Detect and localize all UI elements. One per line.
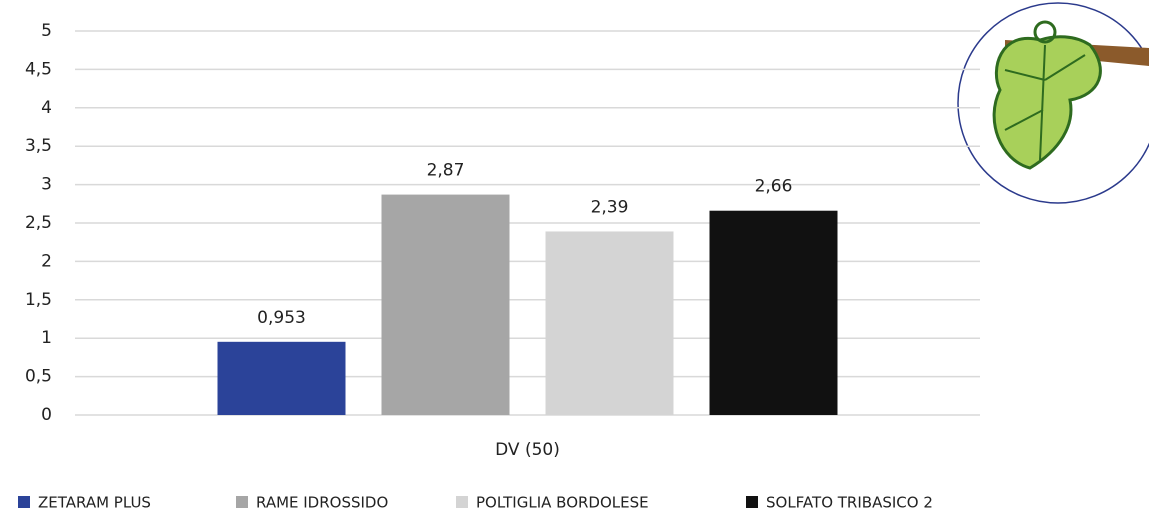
y-tick-label: 4,5 xyxy=(25,59,52,79)
y-tick-label: 4 xyxy=(41,98,52,118)
y-tick-label: 0,5 xyxy=(25,367,52,387)
y-tick-label: 0 xyxy=(41,405,52,425)
y-tick-label: 1 xyxy=(41,328,52,348)
legend-swatch xyxy=(18,496,30,508)
leaf-icon xyxy=(957,2,1149,204)
legend: ZETARAM PLUS RAME IDROSSIDO POLTIGLIA BORD… xyxy=(18,494,933,512)
bar xyxy=(545,231,674,415)
legend-label: ZETARAM PLUS xyxy=(38,494,151,512)
bar xyxy=(217,341,346,415)
legend-label: SOLFATO TRIBASICO 2 xyxy=(766,494,933,512)
y-tick-label: 2,5 xyxy=(25,213,52,233)
legend-label: RAME IDROSSIDO xyxy=(256,494,388,512)
value-label: 2,39 xyxy=(591,197,629,217)
value-label: 2,66 xyxy=(755,177,793,197)
legend-swatch xyxy=(456,496,468,508)
y-tick-label: 3,5 xyxy=(25,136,52,156)
x-tick-label: DV (50) xyxy=(495,440,560,460)
value-label: 2,87 xyxy=(427,161,465,181)
bar xyxy=(709,210,838,415)
value-label: 0,953 xyxy=(257,308,306,328)
legend-swatch xyxy=(746,496,758,508)
y-tick-label: 2 xyxy=(41,251,52,271)
legend-label: POLTIGLIA BORDOLESE xyxy=(476,494,649,512)
bar xyxy=(381,194,510,415)
legend-swatch xyxy=(236,496,248,508)
y-tick-label: 5 xyxy=(41,21,52,41)
y-tick-label: 1,5 xyxy=(25,290,52,310)
y-tick-label: 3 xyxy=(41,175,52,195)
